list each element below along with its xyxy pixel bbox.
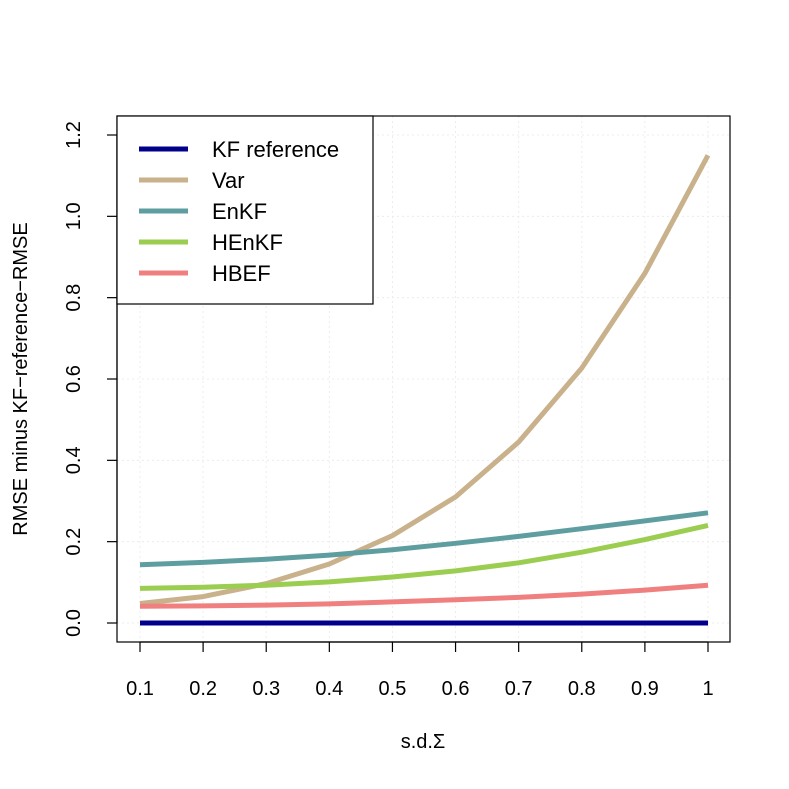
y-tick-label: 0.8 — [63, 284, 85, 312]
series-line-hbef — [139, 582, 709, 609]
x-axis: 0.1 0.2 0.3 0.4 0.5 0.6 0.7 0.8 0.9 1 — [126, 641, 714, 700]
y-tick-label: 0.6 — [63, 365, 85, 393]
x-tick-label: 0.8 — [568, 678, 596, 700]
series-lines — [139, 154, 711, 626]
x-tick-label: 1 — [702, 678, 713, 700]
series-line-enkf — [139, 510, 709, 568]
series-line-henkf — [139, 522, 709, 591]
y-tick-label: 0.0 — [63, 609, 85, 637]
y-tick-label: 0.2 — [63, 528, 85, 556]
x-tick-label: 0.5 — [379, 678, 407, 700]
x-tick-label: 0.2 — [189, 678, 217, 700]
series-line-var — [139, 154, 711, 606]
y-axis: 0.0 0.2 0.4 0.6 0.8 1.0 1.2 — [63, 121, 118, 637]
x-tick-label: 0.7 — [505, 678, 533, 700]
legend-label-enkf: EnKF — [212, 199, 267, 224]
x-tick-label: 0.4 — [315, 678, 343, 700]
x-tick-label: 0.1 — [126, 678, 154, 700]
y-tick-label: 0.4 — [63, 446, 85, 474]
y-tick-label: 1.0 — [63, 202, 85, 230]
y-tick-label: 1.2 — [63, 121, 85, 149]
x-tick-label: 0.9 — [631, 678, 659, 700]
x-tick-label: 0.3 — [252, 678, 280, 700]
legend-label-kf-reference: KF reference — [212, 137, 339, 162]
x-axis-title: s.d.Σ — [401, 731, 446, 753]
y-axis-title: RMSE minus KF−reference−RMSE — [10, 222, 32, 535]
x-tick-label: 0.6 — [442, 678, 470, 700]
legend-label-var: Var — [212, 168, 245, 193]
legend: KF reference Var EnKF HEnKF HBEF — [116, 115, 374, 305]
legend-label-hbef: HBEF — [212, 261, 271, 286]
legend-label-henkf: HEnKF — [212, 230, 283, 255]
